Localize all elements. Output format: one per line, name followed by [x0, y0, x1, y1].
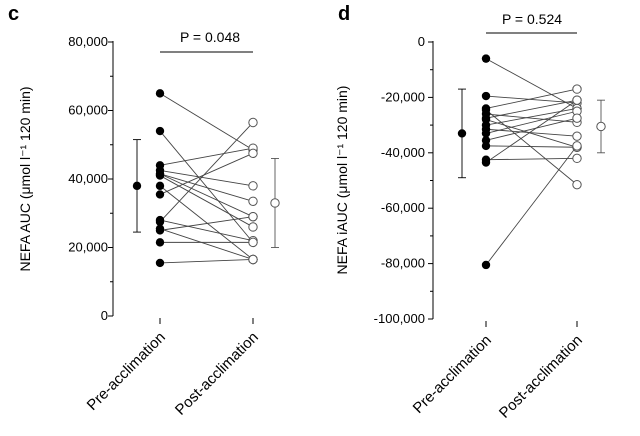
p-value-label: P = 0.048	[180, 29, 240, 45]
post-point	[572, 95, 582, 105]
pre-point	[155, 258, 165, 268]
pair-line	[159, 92, 254, 151]
pair-line	[159, 216, 254, 231]
panel-c: c 0 20,000 40,000 60,000 80,000 NEFA AUC (μmo…	[8, 3, 280, 419]
pre-point	[155, 181, 165, 191]
pair-line	[159, 175, 254, 228]
pre-point	[481, 129, 491, 138]
pre-mean-point	[457, 129, 467, 138]
pair-line	[485, 119, 578, 148]
pre-point	[481, 260, 491, 270]
pair-line	[485, 110, 578, 134]
post-point	[248, 148, 258, 159]
pre-point	[481, 54, 491, 63]
y-tick-label: -80,000	[381, 256, 425, 271]
y-tick-label: 60,000	[68, 103, 108, 118]
post-point	[248, 117, 258, 128]
post-point	[248, 181, 258, 191]
pair-line	[485, 99, 578, 119]
pair-line	[485, 157, 578, 161]
pair-line	[485, 145, 578, 148]
pre-point	[155, 226, 165, 235]
pair-line	[485, 117, 578, 141]
y-tick-label: -100,000	[374, 311, 425, 326]
pair-line	[159, 173, 254, 202]
pre-point	[155, 169, 165, 179]
post-point	[572, 153, 582, 164]
pair-line	[159, 152, 254, 195]
pair-line	[485, 128, 578, 137]
pre-point	[481, 91, 491, 101]
pair-line	[159, 219, 254, 242]
pair-line	[485, 99, 578, 163]
pair-line	[159, 130, 254, 243]
pair-line	[159, 228, 254, 260]
x-category-label: Post-acclimation	[172, 329, 262, 419]
y-tick-label: 20,000	[68, 240, 108, 255]
x-category-label: Pre-acclimation	[84, 329, 169, 414]
y-tick-label: -20,000	[381, 89, 425, 104]
pre-point	[155, 126, 165, 136]
y-axis-title: NEFA iAUC (μmol l⁻¹ 120 min)	[334, 86, 350, 275]
pair-line	[159, 259, 254, 264]
pair-line	[159, 147, 254, 166]
pair-line	[485, 95, 578, 104]
pair-line	[159, 122, 254, 223]
y-tick-label: 0	[418, 34, 425, 49]
pre-point	[481, 141, 491, 151]
y-axis-title: NEFA AUC (μmol l⁻¹ 120 min)	[17, 86, 33, 271]
post-point	[248, 211, 258, 222]
pre-mean-point	[132, 181, 142, 191]
pre-point	[481, 105, 491, 115]
pair-line	[159, 173, 254, 218]
pair-line	[485, 88, 578, 109]
post-point	[248, 222, 258, 232]
post-point	[572, 84, 582, 94]
pair-line	[485, 58, 578, 109]
y-tick-label: 0	[101, 308, 108, 323]
y-tick-label: 80,000	[68, 34, 108, 49]
pair-line	[159, 169, 254, 187]
pre-point	[155, 190, 165, 199]
post-point	[248, 254, 258, 265]
x-category-label: Post-acclimation	[496, 332, 586, 422]
post-point	[572, 113, 582, 123]
pair-line	[159, 185, 254, 260]
post-point	[572, 141, 582, 151]
post-mean-point	[270, 198, 280, 208]
pre-point	[155, 89, 165, 98]
y-tick-label: -60,000	[381, 200, 425, 215]
pre-point	[481, 158, 491, 167]
p-value-label: P = 0.524	[502, 11, 562, 27]
panel-label: d	[338, 3, 350, 25]
post-point	[248, 196, 258, 206]
panel-d: d 0 -20,000 -40,000 -60,000 -80,000 -100,000 N…	[334, 3, 606, 422]
y-tick-label: 40,000	[68, 171, 108, 186]
x-category-label: Pre-acclimation	[410, 332, 495, 417]
pre-point	[155, 217, 165, 227]
pair-line	[485, 109, 578, 186]
post-point	[572, 179, 582, 190]
post-point	[248, 237, 258, 248]
post-point	[572, 131, 582, 141]
post-mean-point	[596, 121, 606, 132]
pair-line	[485, 145, 578, 266]
pre-point	[155, 238, 165, 247]
panel-label: c	[8, 3, 19, 25]
y-tick-label: -40,000	[381, 145, 425, 160]
